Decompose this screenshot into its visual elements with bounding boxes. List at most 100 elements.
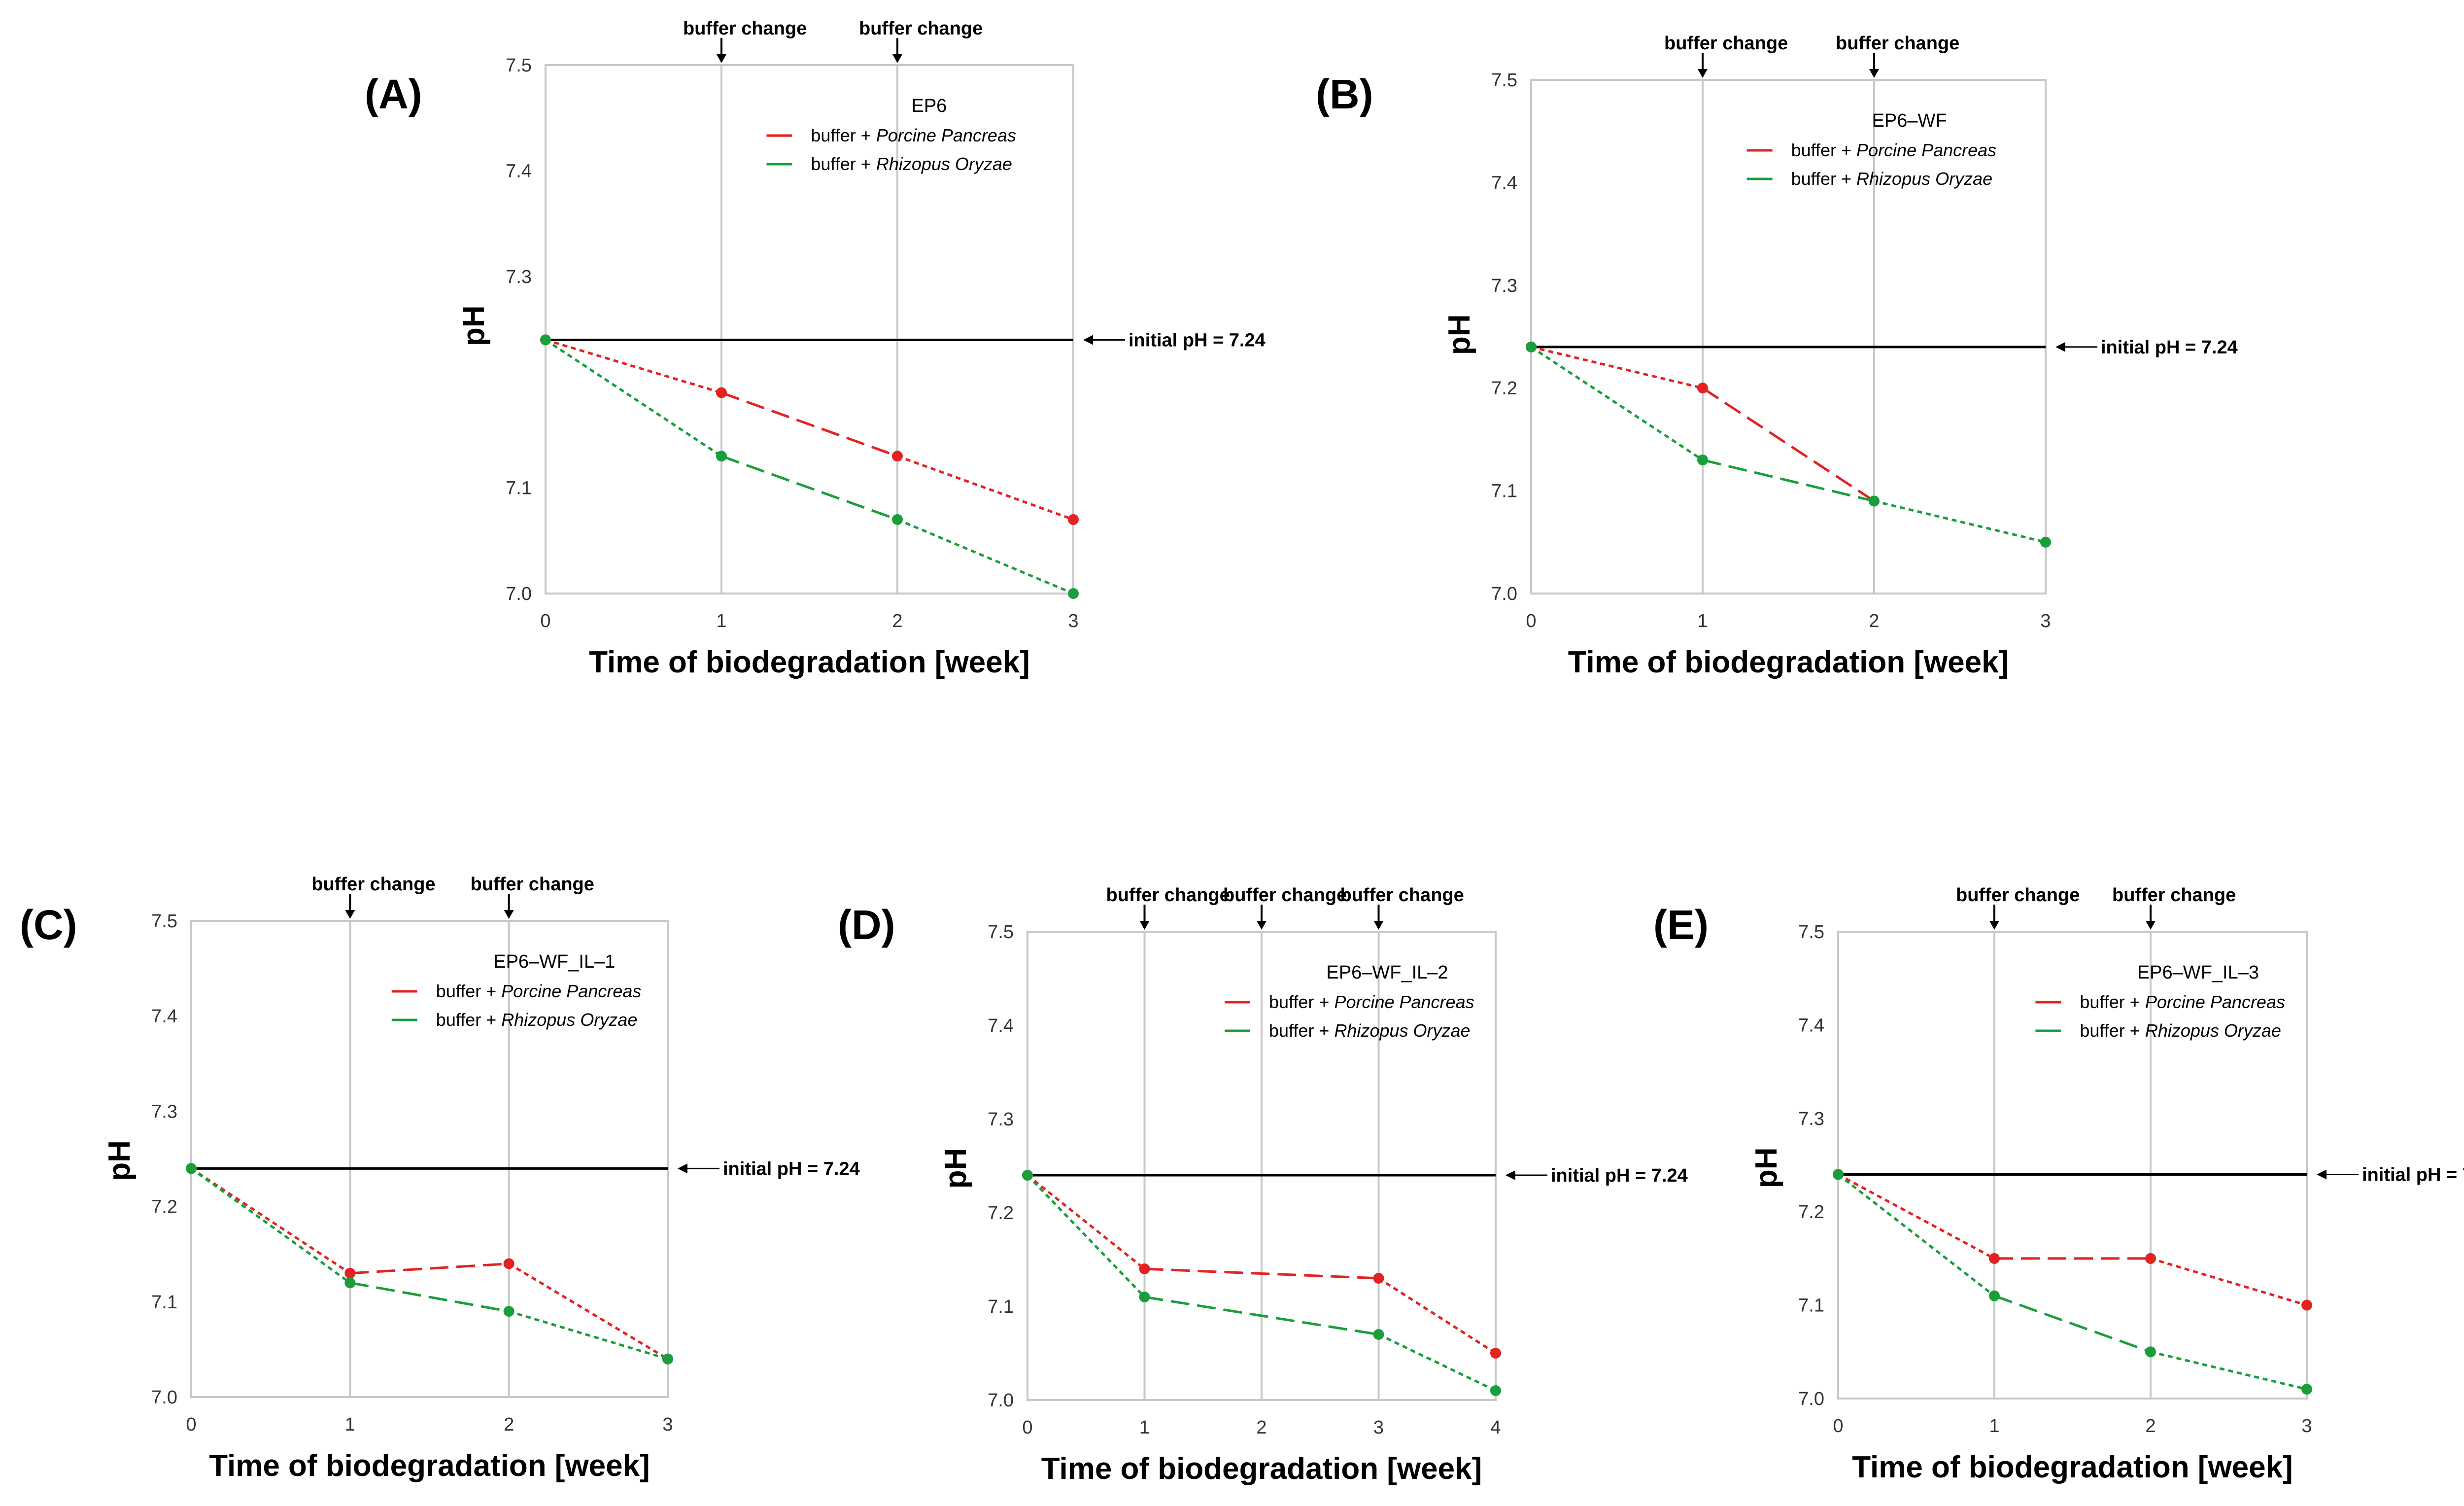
x-tick-label: 1 <box>1989 1416 1999 1436</box>
y-axis-title: pH <box>1442 314 1476 355</box>
buffer-change-label: buffer change <box>2112 885 2236 906</box>
y-tick-label: 7.0 <box>1491 584 1517 604</box>
y-axis-title: pH <box>939 1148 973 1189</box>
x-tick-label: 1 <box>716 611 726 631</box>
y-tick-label: 7.5 <box>151 911 177 932</box>
buffer-change-label: buffer change <box>1106 885 1230 906</box>
legend-entry: buffer + Porcine Pancreas <box>1269 992 1474 1012</box>
arrow-head-icon <box>1373 921 1384 930</box>
arrow-head-icon <box>1257 921 1266 930</box>
chart-panel: (B) buffer change buffer change initial pH … <box>1316 33 2238 679</box>
x-axis-title: Time of biodegradation [week] <box>209 1449 650 1483</box>
legend-entry: buffer + Rhizopus Oryzae <box>1269 1020 1471 1041</box>
x-tick-label: 3 <box>2040 611 2051 631</box>
arrow-head-icon <box>2055 342 2065 352</box>
initial-ph-label: initial pH = 7.24 <box>723 1158 860 1179</box>
x-tick-label: 0 <box>1833 1416 1843 1436</box>
initial-ph-label: initial pH = 7.24 <box>1551 1165 1688 1186</box>
legend-title: EP6–WF_IL–1 <box>493 951 615 972</box>
legend-entry: buffer + Porcine Pancreas <box>811 125 1016 145</box>
data-point <box>503 1258 514 1269</box>
data-point <box>1869 495 1880 507</box>
data-point <box>1068 588 1079 599</box>
x-tick-label: 4 <box>1490 1417 1501 1438</box>
x-tick-label: 2 <box>1256 1417 1266 1438</box>
x-tick-label: 3 <box>1068 611 1078 631</box>
x-tick-label: 2 <box>504 1414 514 1435</box>
plot-frame <box>190 920 669 1398</box>
y-axis-title: pH <box>1749 1147 1783 1188</box>
legend-title: EP6–WF_IL–3 <box>2137 962 2259 983</box>
chart-panel: (E) buffer change buffer change initial pH … <box>1653 885 2464 1484</box>
y-tick-label: 7.2 <box>988 1203 1014 1224</box>
series-line-segment <box>1027 1174 1146 1270</box>
buffer-change-label: buffer change <box>1836 33 1959 54</box>
series-line-segment <box>545 339 722 394</box>
x-axis-title: Time of biodegradation [week] <box>1568 645 2009 679</box>
x-tick-label: 1 <box>1139 1417 1150 1438</box>
y-tick-label: 7.3 <box>988 1109 1014 1130</box>
data-point <box>1490 1385 1501 1396</box>
data-point <box>2301 1384 2312 1395</box>
x-tick-label: 3 <box>1373 1417 1384 1438</box>
data-point <box>503 1306 514 1317</box>
y-tick-label: 7.0 <box>506 584 532 604</box>
data-point <box>2145 1253 2156 1264</box>
y-tick-label: 7.4 <box>988 1016 1014 1036</box>
y-axis-title: pH <box>457 305 491 346</box>
x-axis-title: Time of biodegradation [week] <box>1041 1452 1482 1486</box>
data-point <box>2301 1299 2312 1311</box>
y-tick-label: 7.0 <box>988 1390 1014 1411</box>
series-line-segment <box>1874 500 2046 544</box>
series-line-segment <box>1027 1174 1146 1298</box>
buffer-change-label: buffer change <box>1664 33 1788 54</box>
plot-frame <box>1837 931 2308 1400</box>
arrow-head-icon <box>504 910 514 919</box>
legend-entry: buffer + Porcine Pancreas <box>2080 992 2285 1012</box>
series-line-segment <box>897 518 1074 595</box>
arrow-head-icon <box>2146 921 2156 930</box>
arrow-head-icon <box>1698 69 1708 78</box>
data-point <box>1139 1292 1150 1302</box>
y-tick-label: 7.3 <box>1491 276 1517 296</box>
series-line-segment <box>1144 1296 1379 1336</box>
series-line-segment <box>1530 346 1704 461</box>
chart-panel: (C) buffer change buffer change initial pH … <box>20 874 860 1483</box>
data-point <box>540 334 551 346</box>
y-tick-label: 7.0 <box>1798 1389 1824 1409</box>
x-tick-label: 2 <box>892 611 902 631</box>
series-line-segment <box>1702 387 1875 502</box>
y-tick-label: 7.1 <box>1798 1296 1824 1316</box>
panel-label: (C) <box>20 902 77 948</box>
legend-title: EP6 <box>911 96 947 116</box>
y-tick-label: 7.0 <box>151 1387 177 1408</box>
data-point <box>1833 1169 1844 1180</box>
arrow-head-icon <box>2317 1169 2327 1180</box>
x-tick-label: 0 <box>1022 1417 1032 1438</box>
series-line-segment <box>2150 1350 2307 1391</box>
panel-label: (A) <box>365 71 422 117</box>
series-line-segment <box>1531 346 1703 389</box>
y-tick-label: 7.3 <box>1798 1109 1824 1129</box>
initial-ph-label: initial pH = 7.24 <box>1129 330 1266 350</box>
legend-entry: buffer + Porcine Pancreas <box>1791 140 1997 160</box>
y-tick-label: 7.5 <box>988 922 1014 943</box>
data-point <box>716 451 727 462</box>
chart-panel: (A) buffer change buffer change initial pH … <box>365 18 1266 679</box>
y-tick-label: 7.2 <box>1491 378 1517 399</box>
series-line-segment <box>1378 1277 1497 1355</box>
y-tick-label: 7.5 <box>1798 922 1824 943</box>
arrow-head-icon <box>1506 1170 1515 1180</box>
data-point <box>2145 1346 2156 1358</box>
data-point <box>1697 455 1708 466</box>
series-line-segment <box>1378 1333 1497 1392</box>
data-point <box>344 1277 356 1289</box>
y-tick-label: 7.3 <box>151 1101 177 1122</box>
arrow-head-icon <box>1139 921 1150 930</box>
x-tick-label: 2 <box>1869 611 1879 631</box>
legend-entry: buffer + Rhizopus Oryzae <box>2080 1020 2281 1041</box>
y-tick-label: 7.2 <box>151 1197 177 1218</box>
buffer-change-label: buffer change <box>471 874 594 895</box>
x-tick-label: 3 <box>2301 1416 2312 1436</box>
